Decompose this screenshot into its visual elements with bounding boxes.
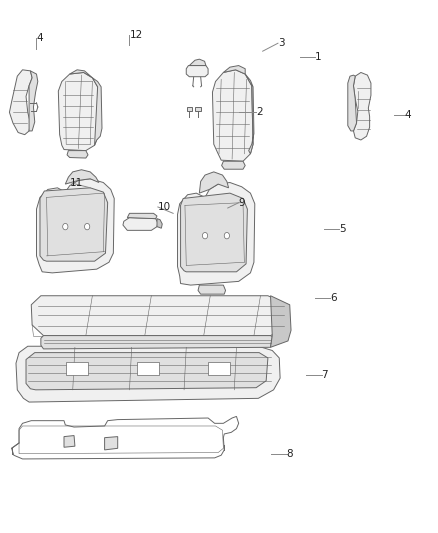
Text: 1: 1 bbox=[315, 52, 321, 61]
Bar bbox=[208, 362, 230, 375]
Text: 10: 10 bbox=[158, 202, 171, 212]
Circle shape bbox=[224, 232, 230, 239]
Polygon shape bbox=[31, 296, 289, 336]
Polygon shape bbox=[223, 66, 245, 74]
Polygon shape bbox=[64, 435, 75, 447]
Text: 9: 9 bbox=[239, 198, 245, 208]
Polygon shape bbox=[195, 107, 201, 111]
Polygon shape bbox=[58, 72, 99, 151]
Polygon shape bbox=[189, 59, 206, 66]
Text: 7: 7 bbox=[321, 370, 328, 381]
Text: 8: 8 bbox=[287, 449, 293, 458]
Polygon shape bbox=[245, 74, 254, 154]
Polygon shape bbox=[123, 217, 158, 230]
Polygon shape bbox=[199, 172, 229, 193]
Text: 5: 5 bbox=[339, 224, 346, 235]
Text: 6: 6 bbox=[330, 293, 337, 303]
Polygon shape bbox=[29, 71, 38, 131]
Polygon shape bbox=[127, 213, 157, 219]
Polygon shape bbox=[157, 219, 162, 228]
Polygon shape bbox=[353, 72, 371, 140]
Circle shape bbox=[63, 223, 68, 230]
Polygon shape bbox=[348, 75, 357, 131]
Text: 4: 4 bbox=[405, 110, 411, 120]
Polygon shape bbox=[180, 193, 247, 272]
Polygon shape bbox=[177, 182, 255, 285]
Circle shape bbox=[202, 232, 208, 239]
Text: 12: 12 bbox=[130, 30, 143, 41]
Polygon shape bbox=[187, 107, 192, 111]
Polygon shape bbox=[10, 70, 32, 135]
Polygon shape bbox=[40, 188, 108, 261]
Bar bbox=[138, 362, 159, 375]
Text: 4: 4 bbox=[36, 33, 43, 43]
Text: 2: 2 bbox=[256, 107, 263, 117]
Bar bbox=[66, 362, 88, 375]
Polygon shape bbox=[26, 353, 268, 390]
Polygon shape bbox=[65, 169, 99, 184]
Polygon shape bbox=[198, 285, 226, 294]
Polygon shape bbox=[67, 151, 88, 158]
Polygon shape bbox=[212, 70, 253, 161]
Polygon shape bbox=[186, 66, 208, 77]
Polygon shape bbox=[41, 336, 272, 349]
Polygon shape bbox=[36, 179, 114, 273]
Text: 11: 11 bbox=[70, 177, 83, 188]
Polygon shape bbox=[105, 437, 118, 450]
Polygon shape bbox=[92, 78, 102, 146]
Circle shape bbox=[85, 223, 90, 230]
Polygon shape bbox=[16, 346, 280, 402]
Polygon shape bbox=[70, 70, 92, 78]
Text: 3: 3 bbox=[278, 38, 285, 48]
Polygon shape bbox=[12, 416, 239, 459]
Polygon shape bbox=[222, 161, 245, 169]
Polygon shape bbox=[271, 296, 291, 348]
